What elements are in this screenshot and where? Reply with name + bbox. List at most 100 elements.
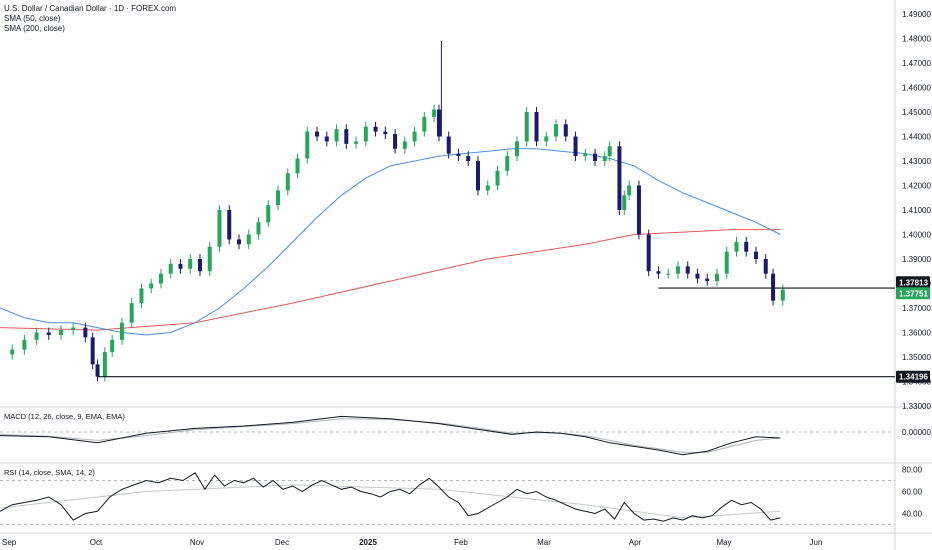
candle-body <box>383 131 388 135</box>
candle-body <box>285 173 290 191</box>
candle-body <box>505 156 510 171</box>
x-tick-label: 2025 <box>359 538 377 547</box>
x-tick-label: Nov <box>190 538 204 547</box>
candle-body <box>636 185 641 235</box>
candle-body <box>95 364 100 377</box>
candle-body <box>534 112 539 142</box>
candle-body <box>129 303 134 323</box>
candle-body <box>402 141 407 149</box>
candle-body <box>315 131 320 137</box>
sma50-line <box>0 148 781 336</box>
candle-body <box>246 234 251 245</box>
candle-body <box>734 241 739 252</box>
x-tick-label: Mar <box>537 538 551 547</box>
macd-label: MACD (12, 26, close, 9, EMA, EMA) <box>4 412 125 421</box>
rsi-tick-label: 60.00 <box>902 488 923 497</box>
price-tick-label: 1.49000 <box>902 10 931 19</box>
price-tag-label: 1.37813 <box>899 278 928 287</box>
candle-body <box>646 234 651 272</box>
rsi-tick-label: 80.00 <box>902 466 923 475</box>
candle-body <box>422 116 427 132</box>
rsi-label: RSI (14, close, SMA, 14, 2) <box>4 468 95 477</box>
candle-body <box>334 129 339 142</box>
candle-body <box>110 339 115 353</box>
candle-body <box>227 210 232 240</box>
candle-body <box>724 251 729 274</box>
macd-line <box>0 415 781 456</box>
candle-body <box>197 259 202 272</box>
x-tick-label: Sep <box>2 538 17 547</box>
price-tag <box>896 370 930 383</box>
candle-body <box>436 109 441 137</box>
price-tick-label: 1.45000 <box>902 108 931 117</box>
candle-body <box>34 332 39 340</box>
candle-body <box>178 263 183 269</box>
price-tick-label: 1.35000 <box>902 353 931 362</box>
candle-body <box>236 239 241 245</box>
candle-body <box>119 322 124 340</box>
x-tick-label: Apr <box>629 538 642 547</box>
candle-body <box>22 339 27 350</box>
price-tag <box>896 287 930 300</box>
candle-body <box>705 278 710 282</box>
rsi-tick-label: 40.00 <box>902 510 923 519</box>
candle-body <box>363 126 368 142</box>
chart-title: U.S. Dollar / Canadian Dollar · 1D · FOR… <box>4 4 177 13</box>
price-tick-label: 1.44000 <box>902 133 931 142</box>
candle-body <box>168 263 173 274</box>
candle-body <box>344 129 349 144</box>
candle-body <box>780 289 785 301</box>
candle-body <box>656 271 661 274</box>
price-tick-label: 1.39000 <box>902 255 931 264</box>
candle-body <box>617 146 622 210</box>
candle-body <box>622 195 627 210</box>
candle-body <box>276 190 281 206</box>
candle-body <box>217 210 222 247</box>
candle-body <box>627 185 632 196</box>
price-tick-label: 1.37000 <box>902 304 931 313</box>
candle-body <box>685 266 690 274</box>
price-tag-label: 1.37751 <box>899 289 928 298</box>
macd-signal-line <box>0 418 781 453</box>
candle-body <box>446 136 451 154</box>
chart-legend: U.S. Dollar / Canadian Dollar · 1D · FOR… <box>4 4 176 34</box>
x-tick-label: May <box>716 538 731 547</box>
x-tick-label: Dec <box>275 538 289 547</box>
candle-body <box>102 352 107 377</box>
candle-body <box>714 273 719 282</box>
candle-body <box>593 153 598 161</box>
price-tick-label: 1.36000 <box>902 329 931 338</box>
candle-body <box>83 327 88 338</box>
price-tick-label: 1.43000 <box>902 157 931 166</box>
candle-body <box>524 112 529 142</box>
candle-body <box>354 141 359 144</box>
x-tick-label: Feb <box>454 538 468 547</box>
price-tick-label: 1.48000 <box>902 35 931 44</box>
rsi-sma-line <box>0 484 781 519</box>
candle-body <box>771 273 776 301</box>
candle-body <box>573 136 578 157</box>
candle-body <box>495 170 500 186</box>
rsi-line <box>0 472 781 522</box>
legend-sma200: SMA (200, close) <box>4 24 65 33</box>
candle-body <box>602 156 607 161</box>
candle-body <box>544 136 549 142</box>
candle-body <box>563 124 568 137</box>
candle-body <box>10 349 15 355</box>
candle-body <box>393 134 398 149</box>
x-tick-label: Oct <box>90 538 103 547</box>
candle-body <box>675 266 680 274</box>
candle-body <box>554 124 559 137</box>
price-tag-label: 1.34196 <box>899 373 928 382</box>
candle-body <box>90 337 95 365</box>
candle-body <box>256 222 261 235</box>
price-tick-label: 1.41000 <box>902 206 931 215</box>
candle-body <box>607 146 612 157</box>
price-tick-label: 1.47000 <box>902 59 931 68</box>
candle-body <box>207 246 212 272</box>
x-tick-label: Jun <box>810 538 823 547</box>
sma200-line <box>0 229 781 331</box>
candle-body <box>763 259 768 274</box>
price-tick-label: 1.42000 <box>902 182 931 191</box>
